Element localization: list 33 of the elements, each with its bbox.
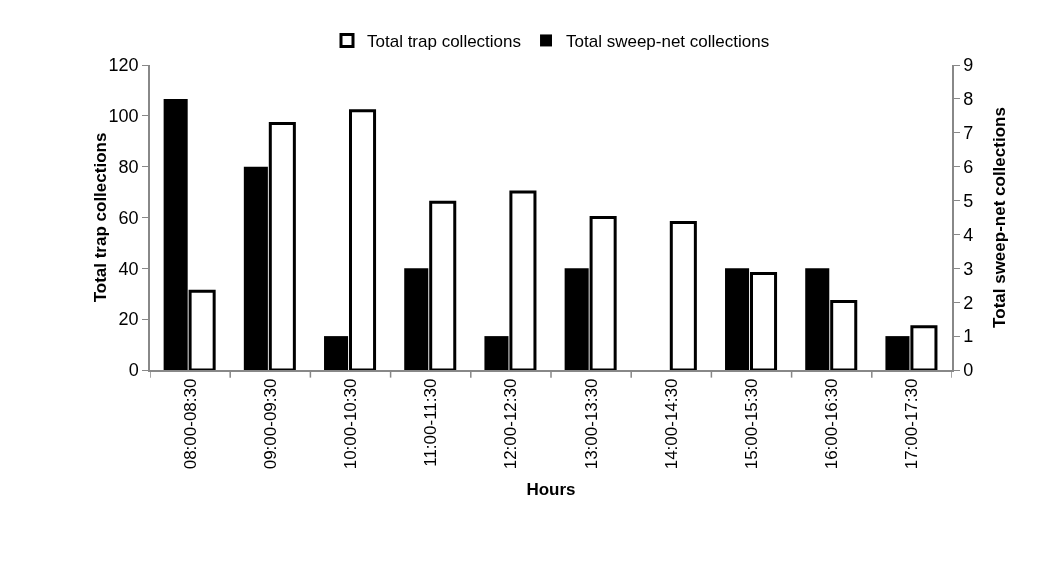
y2-tick-label: 2	[963, 292, 974, 313]
legend-label: Total trap collections	[367, 32, 522, 52]
y2-tick-label: 1	[963, 326, 974, 347]
x-tick-label: 08:00-08:30	[180, 378, 200, 470]
y-tick-label: 20	[118, 309, 139, 330]
y-tick-label: 120	[108, 55, 139, 76]
x-tick-label: 16:00-16:30	[822, 378, 842, 470]
y-tick-label: 40	[118, 258, 139, 279]
y2-axis-title: Total sweep-net collections	[990, 107, 1009, 328]
legend-label: Total sweep-net collections	[566, 32, 770, 52]
y2-tick-label: 3	[963, 258, 974, 279]
y2-tick-label: 5	[963, 190, 974, 211]
x-tick-label: 14:00-14:30	[661, 378, 681, 470]
y-tick-label: 60	[118, 207, 139, 228]
y2-tick-label: 4	[963, 224, 974, 245]
x-tick-label: 11:00-11:30	[421, 378, 441, 467]
x-tick-label: 09:00-09:30	[260, 378, 280, 470]
x-tick-label: 10:00-10:30	[341, 378, 361, 470]
y2-tick-label: 6	[963, 156, 974, 177]
y-tick-label: 0	[128, 360, 139, 381]
y2-tick-label: 7	[963, 123, 974, 144]
x-axis-title: Hours	[526, 480, 576, 500]
y-axis-title: Total trap collections	[90, 132, 110, 303]
x-tick-label: 17:00-17:30	[902, 378, 922, 470]
x-tick-label: 13:00-13:30	[581, 378, 601, 470]
x-tick-label: 15:00-15:30	[742, 378, 762, 470]
y-tick-label: 100	[108, 106, 139, 127]
y-tick-label: 80	[118, 156, 139, 177]
y2-tick-label: 8	[963, 89, 974, 110]
x-tick-label: 12:00-12:30	[501, 378, 521, 470]
y2-tick-label: 0	[963, 360, 974, 381]
y2-tick-label: 9	[963, 55, 974, 76]
bar	[669, 221, 697, 370]
